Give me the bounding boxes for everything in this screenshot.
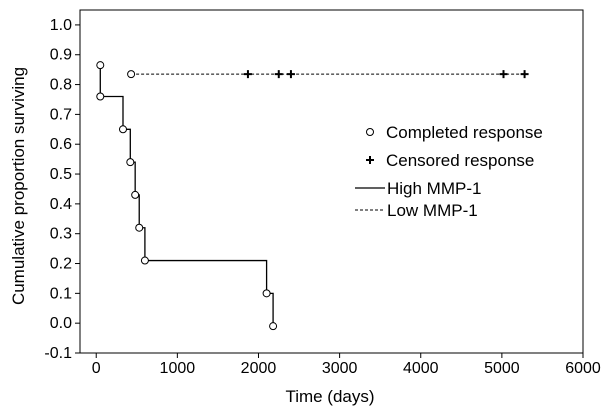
legend-item: Low MMP-1 — [355, 201, 478, 220]
x-tick-label: 2000 — [241, 360, 277, 377]
completed-point-high-mmp1 — [96, 92, 105, 101]
y-tick-label: 0.8 — [50, 77, 72, 94]
legend-label: Censored response — [386, 151, 534, 170]
plot-frame — [79, 9, 584, 354]
legend: Completed response Censored response High … — [355, 123, 543, 220]
y-tick-label: 1.0 — [50, 17, 72, 34]
censored-point-low-mmp1 — [286, 70, 295, 79]
completed-point-high-mmp1 — [118, 125, 127, 134]
x-tick-label: 1000 — [160, 360, 196, 377]
y-tick-label: 0.0 — [50, 315, 72, 332]
y-tick-label: 0.2 — [50, 256, 72, 273]
y-tick-label: 0.5 — [50, 166, 72, 183]
completed-point-high-mmp1 — [131, 190, 140, 199]
legend-marker-circle — [366, 128, 374, 136]
legend-label: Completed response — [386, 123, 543, 142]
completed-point-high-mmp1 — [140, 256, 149, 265]
x-tick-label: 6000 — [565, 360, 601, 377]
y-tick-label: 0.7 — [50, 106, 72, 123]
x-tick-label: 5000 — [484, 360, 520, 377]
y-tick-label: 0.4 — [50, 196, 72, 213]
censored-point-low-mmp1 — [274, 70, 283, 79]
y-tick-label: 0.3 — [50, 226, 72, 243]
legend-marker-plus — [366, 156, 374, 164]
completed-point-high-mmp1 — [135, 223, 144, 232]
censored-point-low-mmp1 — [499, 70, 508, 79]
y-axis-label: Cumulative proportion surviving — [9, 67, 28, 305]
completed-point — [96, 61, 105, 70]
x-tick-label: 0 — [92, 360, 101, 377]
legend-item: High MMP-1 — [355, 179, 481, 198]
completed-point-high-mmp1 — [262, 289, 271, 298]
y-tick-label: 0.9 — [50, 47, 72, 64]
axes: 0 1000 2000 3000 4000 5000 6000 -0.1 0.0 0.1 0.2 0.… — [44, 9, 601, 377]
censored-point-low-mmp1 — [520, 70, 529, 79]
x-axis-label: Time (days) — [285, 387, 374, 406]
legend-item: Censored response — [366, 151, 534, 170]
x-tick-label: 4000 — [403, 360, 439, 377]
legend-item: Completed response — [366, 123, 543, 142]
x-tick-label: 3000 — [322, 360, 358, 377]
completed-point-high-mmp1 — [126, 158, 135, 167]
legend-label: High MMP-1 — [387, 179, 481, 198]
completed-point-low-mmp1 — [127, 70, 136, 79]
legend-label: Low MMP-1 — [387, 201, 478, 220]
y-tick-label: -0.1 — [44, 345, 72, 362]
censored-point-low-mmp1 — [243, 70, 252, 79]
completed-point-high-mmp1 — [269, 322, 278, 331]
y-tick-label: 0.1 — [50, 285, 72, 302]
y-tick-label: 0.6 — [50, 136, 72, 153]
plot-area — [96, 61, 529, 331]
series-line-high-mmp1 — [99, 65, 274, 327]
